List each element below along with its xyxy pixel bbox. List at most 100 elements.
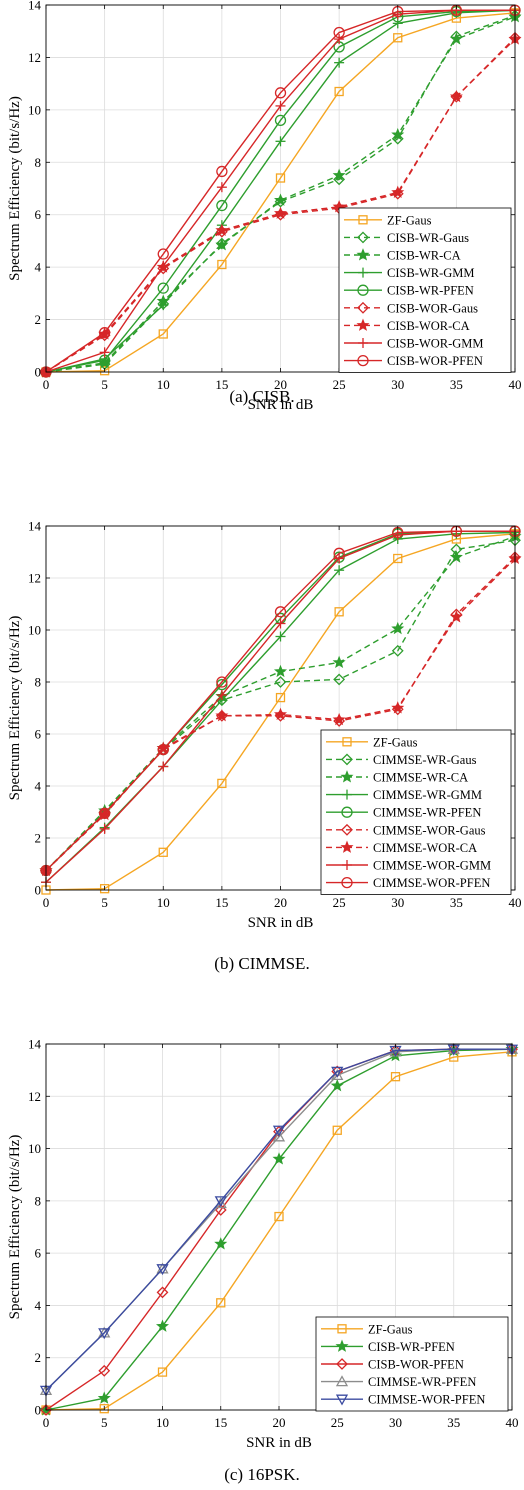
data-point xyxy=(99,884,110,894)
legend-item: CIMMSE-WR-PFEN xyxy=(326,806,481,820)
legend-item: ZF-Gaus xyxy=(321,1322,413,1336)
y-tick-label: 0 xyxy=(35,365,42,380)
legend: ZF-Gaus CISB-WR-Gaus CISB-WR-CA CISB-WR-GMM… xyxy=(338,207,512,373)
data-point xyxy=(216,165,228,178)
x-axis-label: SNR in dB xyxy=(248,915,314,931)
legend-label: CISB-WR-PFEN xyxy=(387,284,474,298)
data-point xyxy=(333,547,345,559)
legend-item: CISB-WOR-PFEN xyxy=(344,354,483,368)
data-point xyxy=(98,1328,111,1340)
legend-label: CISB-WR-CA xyxy=(387,249,461,263)
data-point xyxy=(274,606,287,618)
data-point xyxy=(273,193,288,206)
ticks: 0 5 10 15 20 25 30 35 40 0 2 4 6 8 10 12 14 xyxy=(28,0,522,392)
data-point xyxy=(98,807,111,819)
legend: ZF-Gaus CIMMSE-WR-Gaus CIMMSE-WR-CA CIMMSE-… xyxy=(320,729,512,895)
y-tick-label: 6 xyxy=(35,727,42,742)
legend-label: CISB-WOR-GMM xyxy=(387,337,484,351)
data-point xyxy=(334,86,344,97)
legend-marker xyxy=(337,1324,347,1334)
y-tick-label: 12 xyxy=(28,571,41,586)
data-point xyxy=(333,173,346,186)
x-tick-label: 10 xyxy=(157,377,170,392)
data-point xyxy=(275,173,286,183)
chart-caption: (a) CISB. xyxy=(229,387,294,406)
data-point xyxy=(274,1211,284,1222)
y-tick-label: 4 xyxy=(35,260,42,275)
x-axis-label: SNR in dB xyxy=(248,397,314,413)
x-tick-label: 20 xyxy=(274,895,287,910)
x-tick-label: 30 xyxy=(391,895,404,910)
series-line xyxy=(45,12,516,373)
legend-item: CIMMSE-WR-PFEN xyxy=(321,1375,476,1389)
x-tick-label: 15 xyxy=(215,895,228,910)
legend-item: CIMMSE-WOR-GMM xyxy=(326,859,491,873)
data-point xyxy=(449,550,463,563)
x-tick-label: 0 xyxy=(43,895,50,910)
data-point xyxy=(216,1298,226,1308)
series-line xyxy=(45,1051,513,1411)
legend-marker xyxy=(341,823,353,836)
data-point xyxy=(274,676,287,688)
legend-label: CISB-WR-Gaus xyxy=(387,231,469,245)
x-tick-label: 15 xyxy=(214,1415,227,1430)
data-point xyxy=(449,89,463,103)
legend-item: ZF-Gaus xyxy=(344,213,432,227)
series-line xyxy=(45,533,516,891)
legend-label: CISB-WR-GMM xyxy=(387,266,475,280)
data-point xyxy=(273,206,288,219)
data-point xyxy=(275,136,286,147)
y-axis-label: Spectrum Efficiency (bit/s/Hz) xyxy=(7,1135,23,1320)
legend-label: CIMMSE-WOR-Gaus xyxy=(373,823,486,837)
data-point xyxy=(332,655,346,669)
data-point xyxy=(215,238,229,251)
data-point xyxy=(97,1391,111,1404)
series-ZF-Gaus xyxy=(41,529,520,895)
legend-item: CIMMSE-WOR-PFEN xyxy=(321,1393,485,1407)
chart-1: 0 5 10 15 20 25 30 35 40 0 2 4 6 8 10 12 14 SNR in dB Spec… xyxy=(7,0,522,413)
data-point xyxy=(215,223,229,236)
data-point xyxy=(333,673,346,686)
legend-marker xyxy=(341,753,353,766)
data-point xyxy=(216,690,227,700)
data-point xyxy=(214,1237,228,1250)
y-tick-label: 14 xyxy=(28,0,42,13)
y-tick-label: 10 xyxy=(28,102,41,117)
x-axis-label: SNR in dB xyxy=(246,1435,312,1451)
x-tick-label: 10 xyxy=(157,895,170,910)
legend-item: CIMMSE-WOR-Gaus xyxy=(326,823,486,837)
legend-item: CISB-WR-PFEN xyxy=(344,284,474,298)
x-tick-label: 25 xyxy=(331,1415,344,1430)
data-point xyxy=(392,9,403,20)
legend-marker xyxy=(342,789,352,800)
x-tick-label: 30 xyxy=(389,1415,402,1430)
data-point xyxy=(158,329,168,339)
y-tick-label: 14 xyxy=(28,519,42,534)
x-tick-label: 40 xyxy=(506,1415,519,1430)
legend-label: CIMMSE-WR-CA xyxy=(373,771,468,785)
data-point xyxy=(156,1286,169,1299)
data-point xyxy=(275,618,286,629)
series-line xyxy=(45,530,515,872)
data-point xyxy=(275,692,286,703)
series-CISB-WOR-PFEN xyxy=(40,4,521,378)
legend-marker xyxy=(341,876,353,889)
legend-marker xyxy=(357,231,369,244)
x-tick-label: 25 xyxy=(333,377,346,392)
legend-marker xyxy=(336,1358,348,1370)
data-point xyxy=(98,327,111,339)
y-tick-label: 4 xyxy=(35,779,42,794)
ticks: 0 5 10 15 20 25 30 35 40 0 2 4 6 8 10 12 14 xyxy=(28,519,522,911)
chart-caption: (b) CIMMSE. xyxy=(214,954,309,973)
legend-item: CISB-WOR-Gaus xyxy=(344,301,478,315)
data-point xyxy=(391,185,405,198)
x-tick-label: 20 xyxy=(273,1415,286,1430)
legend-label: CIMMSE-WR-Gaus xyxy=(373,753,477,767)
data-point xyxy=(275,100,286,111)
legend-marker xyxy=(340,840,354,853)
series-line xyxy=(45,9,516,373)
data-point xyxy=(216,676,228,688)
legend-item: CISB-WOR-PFEN xyxy=(321,1358,464,1372)
x-tick-label: 0 xyxy=(43,1415,50,1430)
legend-label: CISB-WOR-PFEN xyxy=(368,1358,464,1372)
